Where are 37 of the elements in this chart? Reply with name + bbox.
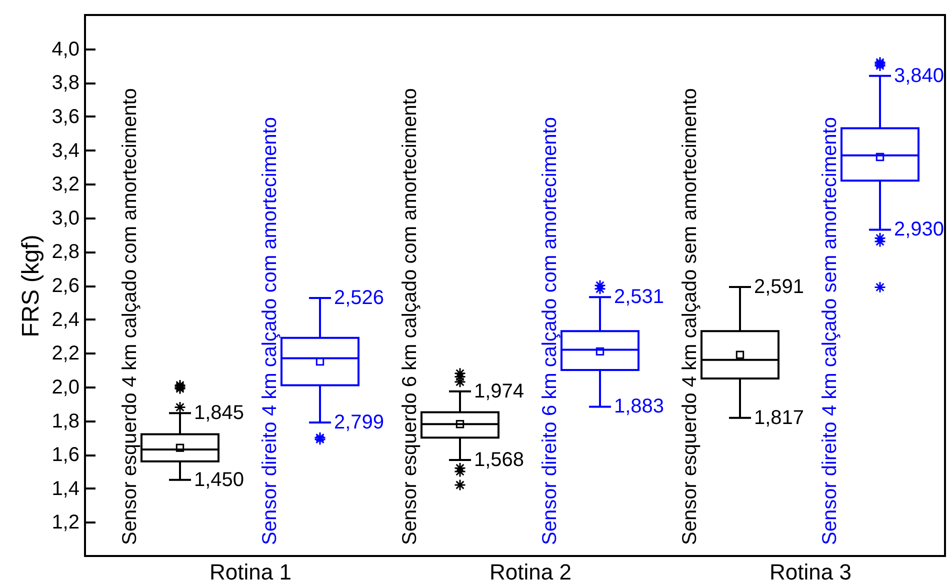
annotation: Sensor esquerdo 6 km calçado com amortecimento [399, 88, 421, 545]
y-tick-label: 1,8 [52, 410, 80, 432]
y-tick-label: 2,2 [52, 342, 80, 365]
annotation: Sensor direito 4 km calçado sem amortecimento [819, 117, 841, 545]
y-tick-label: 3,2 [52, 174, 80, 196]
y-tick-label: 1,6 [52, 444, 80, 466]
x-tick-label: Rotina 2 [490, 560, 572, 584]
y-tick-label: 1,2 [52, 512, 80, 534]
text: 3,840 [894, 64, 944, 87]
y-tick-label: 2,6 [52, 275, 80, 297]
text: 2,531 [614, 286, 664, 308]
y-tick-label: 3,8 [52, 72, 80, 94]
text: 2,930 [894, 218, 944, 241]
text: 2,799 [334, 411, 384, 434]
y-tick-label: 3,0 [52, 207, 80, 230]
y-tick-label: 1,4 [52, 478, 80, 500]
text: 2,591 [754, 276, 804, 298]
text: 1,450 [194, 468, 244, 491]
x-tick-label: Rotina 1 [210, 560, 292, 584]
y-tick-label: 2,8 [52, 241, 80, 264]
annotation: Sensor esquerdo 4 km calçado com amortecimento [119, 88, 141, 545]
y-tick-label: 3,4 [52, 140, 80, 162]
text: 1,568 [474, 448, 524, 471]
y-tick-label: 3,6 [52, 106, 80, 128]
annotation: Sensor esquerdo 4 km calçado sem amortecimento [679, 88, 701, 545]
y-axis-title: FRS (kgf) [18, 234, 45, 338]
text: 1,974 [474, 380, 524, 402]
annotation: Sensor direito 4 km calçado com amortecimento [259, 117, 281, 545]
y-tick-label: 2,4 [52, 308, 80, 331]
annotation: Sensor direito 6 km calçado com amortecimento [539, 117, 561, 545]
text: 2,526 [334, 287, 384, 310]
y-tick-label: 4,0 [52, 38, 80, 60]
text: 1,845 [194, 402, 244, 424]
text: 1,817 [754, 406, 804, 429]
y-tick-label: 2,0 [52, 376, 80, 398]
x-tick-label: Rotina 3 [770, 560, 852, 584]
text: 1,883 [614, 396, 664, 418]
